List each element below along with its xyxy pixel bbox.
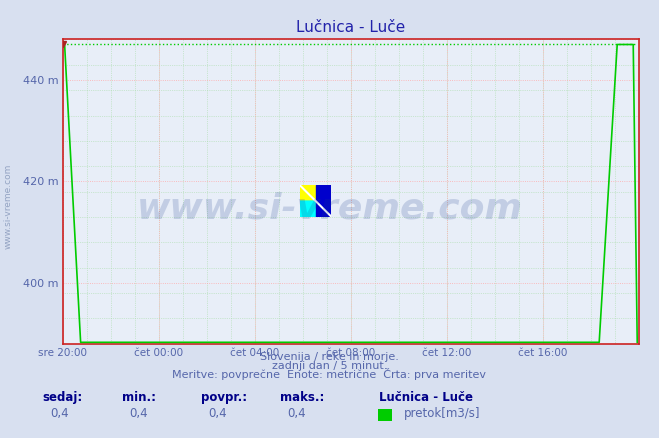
Text: min.:: min.: [122, 391, 156, 404]
Polygon shape [300, 185, 316, 201]
Text: 0,4: 0,4 [50, 407, 69, 420]
Polygon shape [300, 185, 316, 201]
Text: povpr.:: povpr.: [201, 391, 247, 404]
Polygon shape [300, 201, 316, 217]
Text: 0,4: 0,4 [287, 407, 306, 420]
Text: Slovenija / reke in morje.: Slovenija / reke in morje. [260, 352, 399, 362]
Text: maks.:: maks.: [280, 391, 324, 404]
Text: Meritve: povprečne  Enote: metrične  Črta: prva meritev: Meritve: povprečne Enote: metrične Črta:… [173, 367, 486, 380]
Title: Lučnica - Luče: Lučnica - Luče [297, 21, 405, 35]
Text: 0,4: 0,4 [208, 407, 227, 420]
Text: 0,4: 0,4 [129, 407, 148, 420]
Text: zadnji dan / 5 minut.: zadnji dan / 5 minut. [272, 361, 387, 371]
Text: sedaj:: sedaj: [43, 391, 83, 404]
Polygon shape [300, 201, 316, 217]
Text: www.si-vreme.com: www.si-vreme.com [136, 191, 523, 225]
Text: pretok[m3/s]: pretok[m3/s] [404, 407, 480, 420]
Text: www.si-vreme.com: www.si-vreme.com [3, 163, 13, 248]
Text: Lučnica - Luče: Lučnica - Luče [379, 391, 473, 404]
Bar [316, 185, 331, 217]
